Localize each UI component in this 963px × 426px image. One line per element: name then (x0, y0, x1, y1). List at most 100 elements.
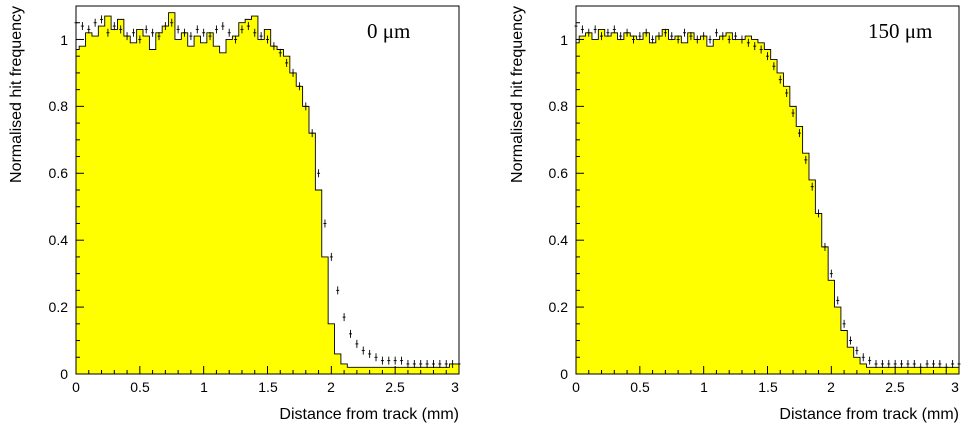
data-point (189, 32, 193, 41)
tick-marks-left (75, 5, 460, 375)
y-tick-label: 1 (560, 32, 568, 48)
data-point (176, 25, 180, 34)
data-point (912, 359, 916, 368)
x-tick-label: 2 (827, 379, 835, 395)
data-point (106, 28, 110, 37)
data-point (246, 22, 250, 31)
data-point (804, 155, 808, 164)
data-point (651, 35, 655, 44)
y-tick-label: 0 (560, 366, 568, 382)
y-tick-label: 0.6 (549, 165, 569, 181)
data-point (791, 109, 795, 118)
data-point (810, 182, 814, 191)
data-point (625, 28, 629, 37)
x-tick-label: 0.5 (130, 379, 150, 395)
data-point (278, 48, 282, 57)
data-point (100, 15, 104, 24)
data-point (272, 42, 276, 51)
data-point (727, 35, 731, 44)
data-point (348, 329, 352, 338)
data-point (817, 209, 821, 218)
data-point (644, 28, 648, 37)
data-point (638, 32, 642, 41)
data-point (759, 45, 763, 54)
data-point (336, 286, 340, 295)
data-point (183, 28, 187, 37)
data-point (310, 129, 314, 138)
data-point (304, 102, 308, 111)
data-point (361, 346, 365, 355)
data-point (380, 356, 384, 365)
data-point (842, 319, 846, 328)
data-point (772, 62, 776, 71)
data-point (746, 38, 750, 47)
data-point (444, 359, 448, 368)
data-point (714, 28, 718, 37)
data-point (221, 22, 225, 31)
x-tick-label: 1 (700, 379, 708, 395)
data-point (778, 75, 782, 84)
data-point (259, 32, 263, 41)
data-point (631, 35, 635, 44)
simulation-histogram-0um (75, 12, 460, 375)
data-point (925, 359, 929, 368)
data-point (144, 25, 148, 34)
data-point (214, 25, 218, 34)
data-point (868, 356, 872, 365)
data-point (919, 363, 923, 372)
x-tick-label: 2.5 (885, 379, 905, 395)
data-point (393, 356, 397, 365)
y-axis-title: Normalised hit frequency (8, 6, 25, 183)
x-axis-title: Distance from track (mm) (279, 406, 459, 423)
data-point (708, 35, 712, 44)
x-tick-label: 3 (451, 379, 459, 395)
data-point (740, 35, 744, 44)
data-point (170, 18, 174, 27)
data-point (721, 32, 725, 41)
data-point (266, 35, 269, 44)
data-point (80, 22, 84, 31)
y-tick-label: 0.8 (49, 98, 69, 114)
data-point (887, 359, 891, 368)
data-point (412, 359, 416, 368)
panel-right: 150 μm 0 0.2 0.4 0.6 0.8 1 0 0.5 1 1.5 2… (509, 5, 961, 423)
data-point (766, 52, 769, 61)
data-point (580, 25, 584, 34)
data-point (227, 28, 231, 37)
data-point (695, 35, 699, 44)
data-point (702, 32, 706, 41)
data-point (202, 28, 206, 37)
data-point (431, 359, 435, 368)
simulation-fill-0um (75, 12, 460, 375)
y-tick-label: 0.2 (49, 299, 69, 315)
data-point (836, 296, 840, 305)
data-point (753, 42, 757, 51)
data-point (663, 28, 667, 37)
data-point (785, 88, 789, 97)
data-point (619, 32, 623, 41)
data-point (285, 58, 289, 67)
data-point (823, 242, 827, 251)
panel-left: 0 μm 0 0.2 0.4 0.6 0.8 1 0 0.5 1 1.5 2 2… (8, 5, 461, 423)
x-tick-label: 0 (572, 379, 580, 395)
data-point (131, 28, 135, 37)
y-tick-label: 0.2 (549, 299, 569, 315)
tick-marks-right (575, 5, 960, 375)
x-axis-title: Distance from track (mm) (779, 406, 959, 423)
data-point (317, 169, 321, 178)
data-point (406, 359, 410, 368)
data-point (291, 68, 295, 77)
x-tick-label: 2 (327, 379, 335, 395)
data-point (874, 359, 878, 368)
simulation-histogram-150um (575, 28, 960, 375)
data-point (900, 359, 904, 368)
data-point (861, 353, 865, 362)
data-point (657, 32, 661, 41)
x-tick-label: 1 (200, 379, 208, 395)
annotation-150um: 150 μm (868, 19, 932, 43)
x-tick-label: 2.5 (385, 379, 405, 395)
data-point (400, 356, 404, 365)
data-point (855, 346, 859, 355)
data-point (606, 28, 610, 37)
data-point (329, 252, 333, 261)
